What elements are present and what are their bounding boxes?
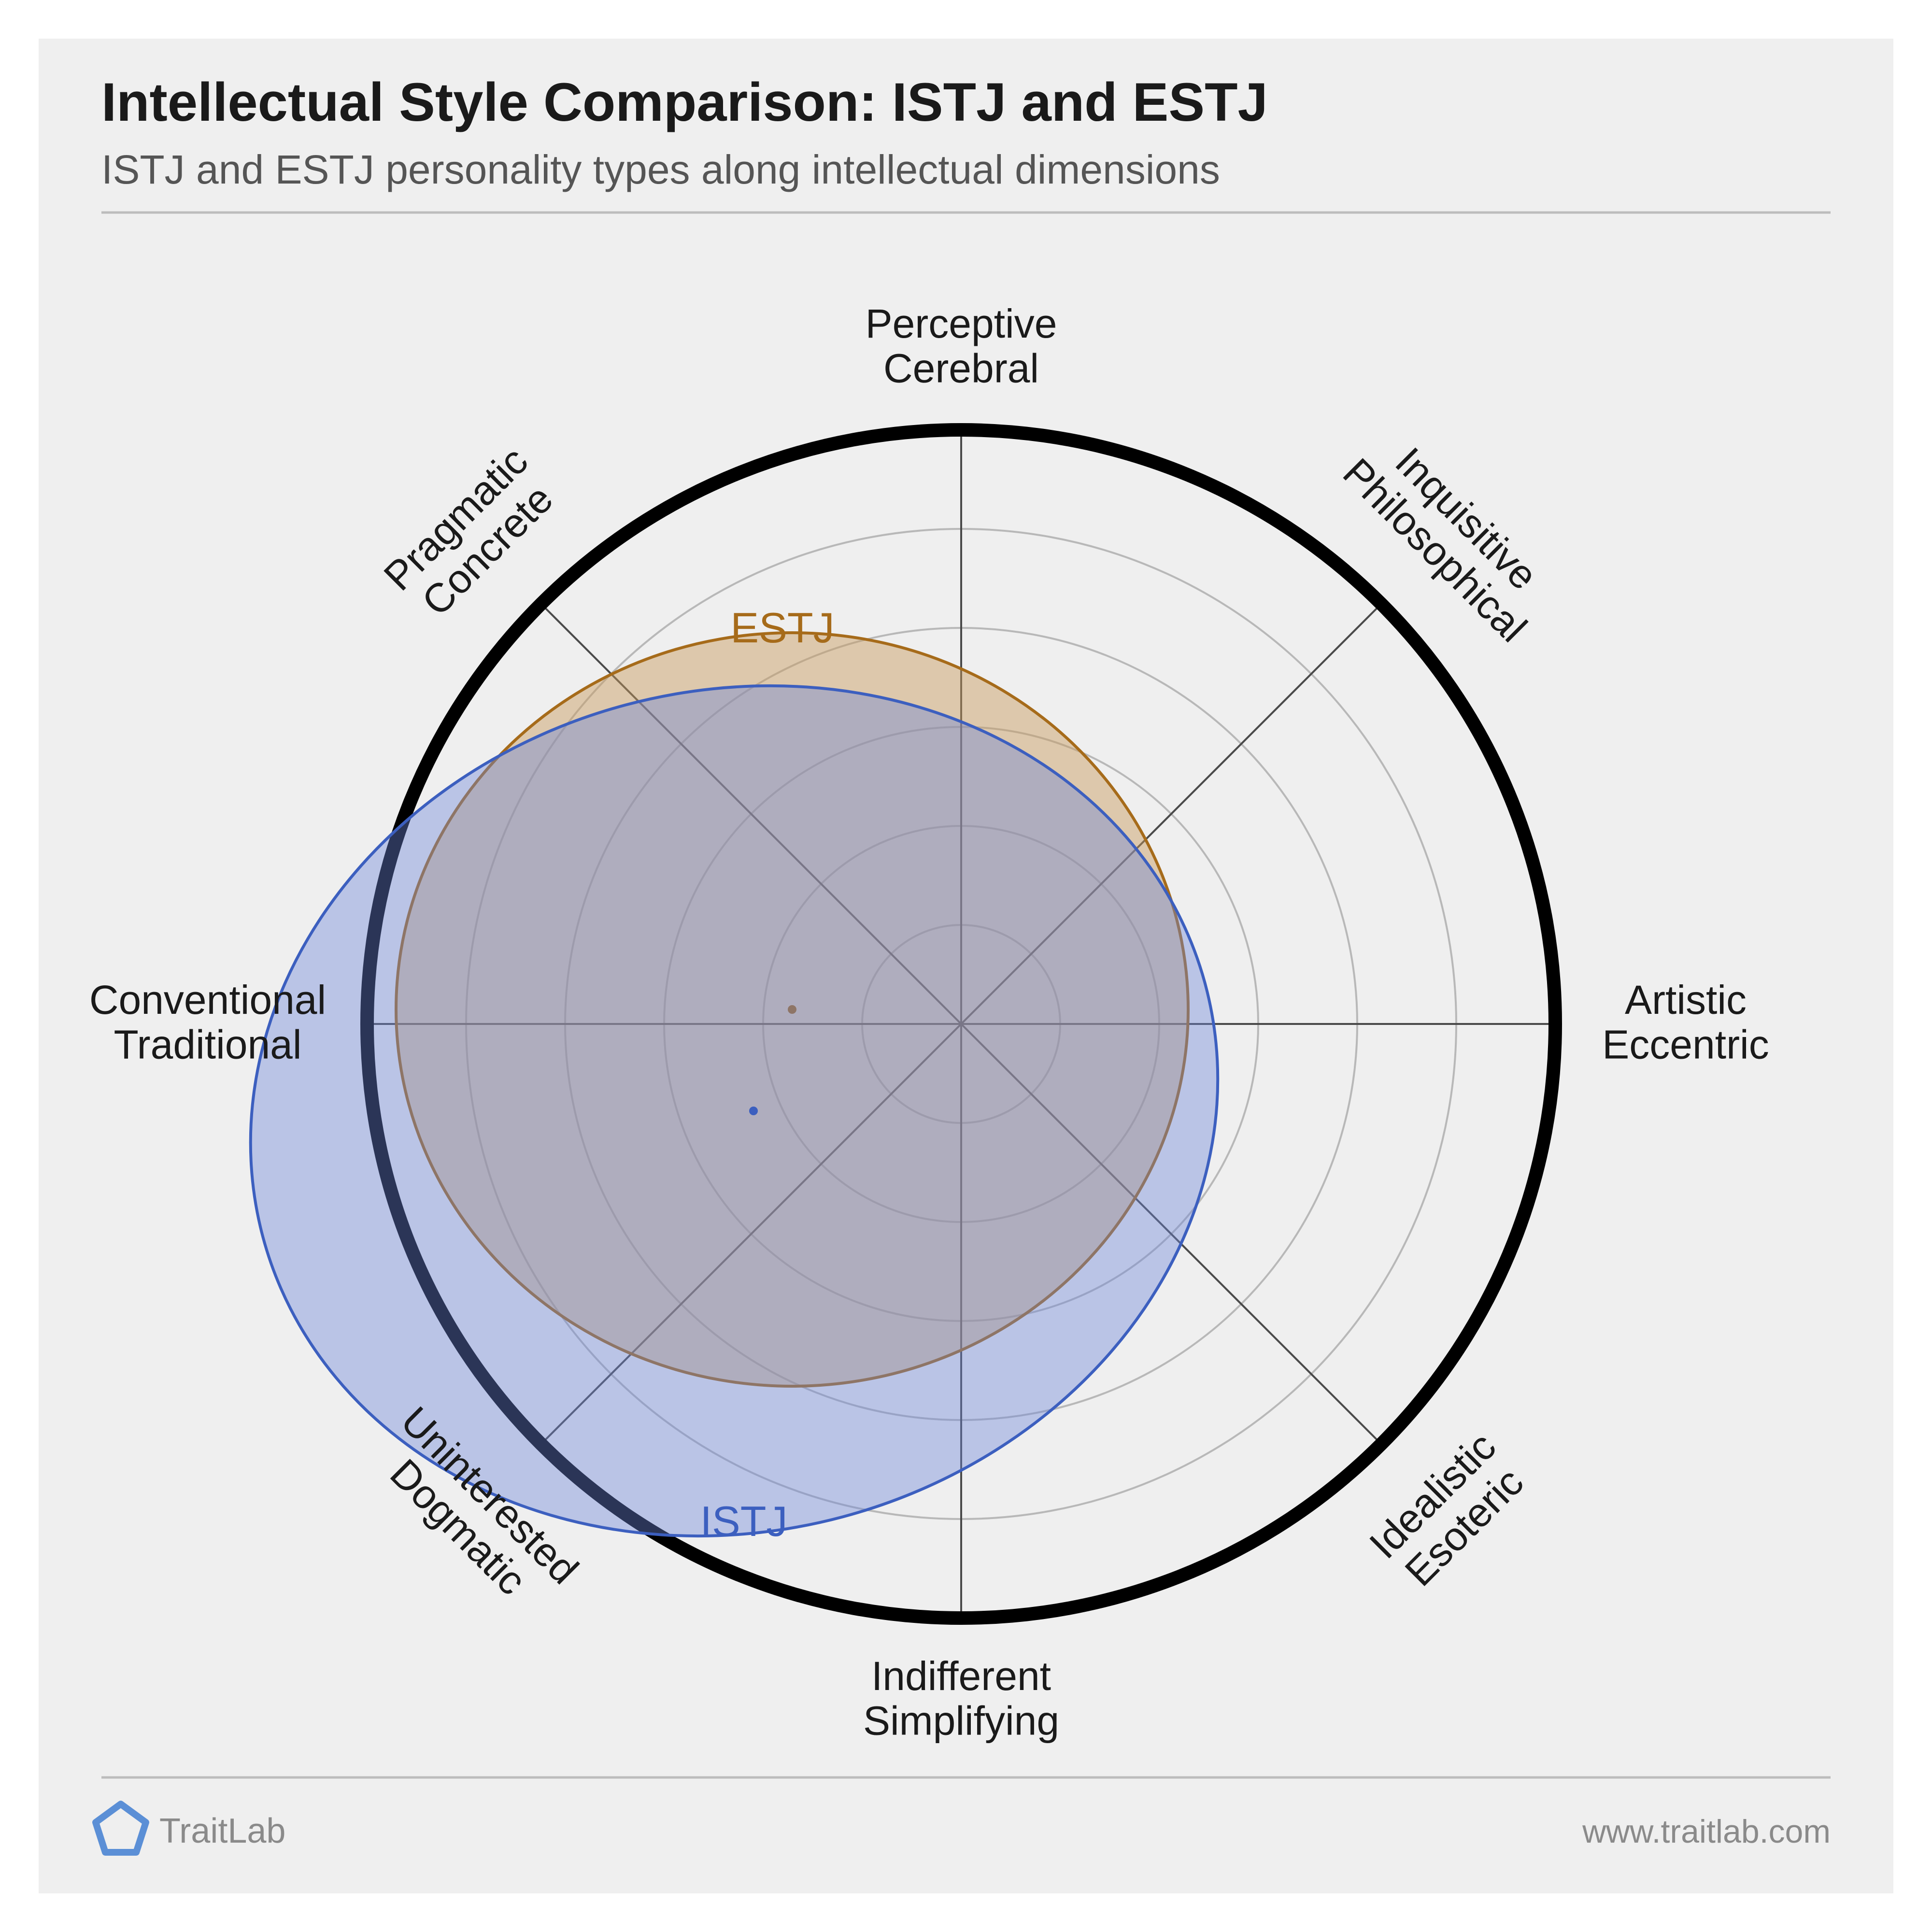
axis-label: ConventionalTraditional [89,977,326,1067]
axis-label-line1: Perceptive [866,301,1057,346]
axis-label-line2: Cerebral [883,345,1039,391]
series-label-istj: ISTJ [700,1497,788,1545]
chart-subtitle: ISTJ and ESTJ personality types along in… [101,147,1220,192]
chart-title: Intellectual Style Comparison: ISTJ and … [101,72,1268,132]
series-center-istj [749,1107,758,1115]
axis-label-line1: Indifferent [871,1653,1051,1699]
axis-label-line1: Artistic [1625,977,1747,1023]
brand-name: TraitLab [159,1812,285,1850]
axis-label-line2: Eccentric [1602,1022,1769,1067]
axis-label-line2: Traditional [114,1022,301,1067]
axis-label-line1: Conventional [89,977,326,1023]
axis-label: ArtisticEccentric [1602,977,1769,1067]
series-label-estj: ESTJ [730,604,834,652]
chart-canvas: Intellectual Style Comparison: ISTJ and … [0,0,1932,1932]
brand-url: www.traitlab.com [1582,1813,1831,1850]
axis-label: IndifferentSimplifying [863,1653,1059,1743]
axis-label: PerceptiveCerebral [866,301,1057,391]
axis-label-line2: Simplifying [863,1698,1059,1743]
